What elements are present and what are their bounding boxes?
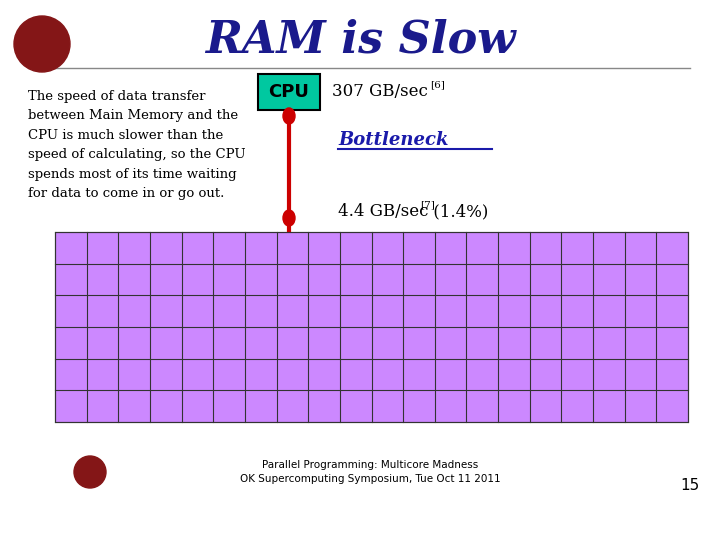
- Text: The speed of data transfer
between Main Memory and the
CPU is much slower than t: The speed of data transfer between Main …: [28, 90, 246, 200]
- Text: [6]: [6]: [430, 80, 445, 90]
- Ellipse shape: [283, 210, 295, 226]
- Text: OU: OU: [27, 35, 58, 53]
- Text: OU: OU: [82, 468, 98, 476]
- Text: 15: 15: [680, 477, 700, 492]
- Circle shape: [74, 456, 106, 488]
- Text: Parallel Programming: Multicore Madness
OK Supercomputing Symposium, Tue Oct 11 : Parallel Programming: Multicore Madness …: [240, 460, 500, 484]
- Text: CPU: CPU: [269, 83, 310, 101]
- Text: 307 GB/sec: 307 GB/sec: [332, 84, 428, 100]
- Text: [7]: [7]: [420, 200, 435, 210]
- Text: Bottleneck: Bottleneck: [338, 131, 449, 149]
- Bar: [258, 74, 320, 110]
- Text: RAM is Slow: RAM is Slow: [204, 18, 516, 62]
- Circle shape: [14, 16, 70, 72]
- Ellipse shape: [283, 108, 295, 124]
- Text: (1.4%): (1.4%): [428, 204, 488, 220]
- Text: 4.4 GB/sec: 4.4 GB/sec: [338, 204, 428, 220]
- Bar: [55, 232, 688, 422]
